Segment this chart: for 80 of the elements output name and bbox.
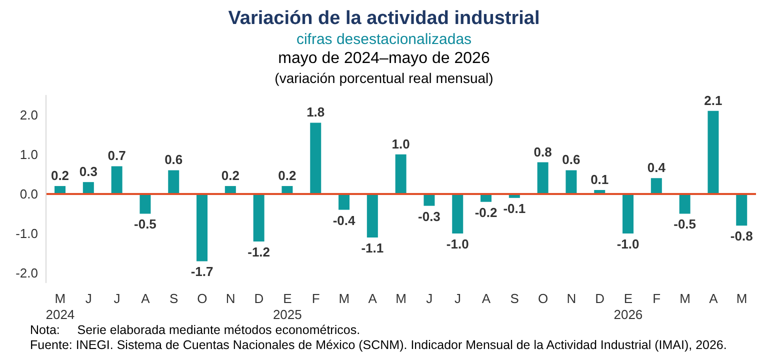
bar <box>253 194 264 242</box>
data-label: 0.6 <box>562 152 580 168</box>
bar <box>140 194 151 214</box>
bar <box>395 154 406 194</box>
data-label: -1.0 <box>616 236 640 252</box>
data-label: 0.7 <box>108 148 126 164</box>
data-label: 0.6 <box>164 152 183 168</box>
chart-subtitle: cifras desestacionalizadas <box>295 30 473 49</box>
x-tick-label: A <box>141 291 150 306</box>
x-tick-label: N <box>566 291 576 306</box>
x-tick-label: S <box>510 291 520 306</box>
source-note: Fuente: INEGI. Sistema de Cuentas Nacionales de México (SCNM). Indicador Mensual de la Actividad Industrial (IMAI), 2026. <box>29 338 728 353</box>
data-label: -0.8 <box>730 228 753 244</box>
y-tick-label: -1.0 <box>16 226 38 242</box>
x-tick-label: M 2024 <box>46 291 75 322</box>
bar <box>537 162 548 194</box>
data-label: -1.7 <box>190 264 214 280</box>
x-tick-label: S <box>169 291 178 306</box>
y-tick-label: 0.0 <box>20 186 38 202</box>
x-tick-label: J <box>426 291 433 306</box>
bar <box>196 194 208 262</box>
text: (variación porcentual real mensual) <box>274 69 494 87</box>
data-label: 0.1 <box>590 172 609 187</box>
data-label: -0.5 <box>134 216 156 232</box>
data-label: 0.2 <box>221 168 240 184</box>
data-label: 1.8 <box>306 104 325 120</box>
bar <box>111 166 122 194</box>
x-tick-label: F <box>652 291 661 306</box>
data-label: -1.1 <box>361 240 384 256</box>
bar <box>310 122 322 194</box>
x-tick-label: A <box>482 291 491 306</box>
bar <box>168 170 180 194</box>
y-tick-label: -2.0 <box>16 266 38 281</box>
bar <box>622 194 634 234</box>
data-label: -0.1 <box>503 200 526 216</box>
data-label: 2.1 <box>704 92 722 108</box>
x-tick-label: J <box>85 291 92 306</box>
bar <box>566 170 577 194</box>
x-tick-label: D <box>595 291 604 306</box>
bar <box>736 194 748 226</box>
x-tick-label: O <box>538 291 548 306</box>
text: mayo de 2024–mayo de 2026 <box>277 49 491 69</box>
x-tick-label: M <box>338 291 350 306</box>
bar <box>338 194 350 210</box>
data-label: -1.2 <box>248 244 270 260</box>
x-tick-label: F <box>312 291 320 306</box>
bar <box>679 194 690 214</box>
x-tick-label: E 2026 <box>614 291 643 322</box>
x-tick-label: N <box>226 291 236 306</box>
x-tick-label: M <box>680 291 690 306</box>
data-label: 0.3 <box>79 164 98 180</box>
x-tick-label: M <box>736 291 748 306</box>
data-label: -0.3 <box>418 208 440 224</box>
x-tick-label: D <box>254 291 264 306</box>
y-tick-label: 2.0 <box>20 107 38 122</box>
x-tick-label: A <box>368 291 378 306</box>
bar <box>82 182 94 194</box>
x-tick-label: M <box>396 291 406 306</box>
bar <box>424 194 435 206</box>
data-label: 0.2 <box>278 168 296 184</box>
x-tick-label: A <box>709 291 718 306</box>
data-label: -0.2 <box>474 204 498 220</box>
bar <box>366 194 378 238</box>
data-label: -1.0 <box>446 236 469 252</box>
x-tick-label: E 2025 <box>272 291 302 322</box>
data-label: -0.4 <box>332 212 356 228</box>
x-tick-label: J <box>114 291 120 306</box>
x-tick-label: J <box>454 291 462 306</box>
data-label: 0.2 <box>50 168 70 184</box>
x-tick-label: O <box>197 291 208 306</box>
data-label: 0.4 <box>647 160 666 176</box>
bar <box>650 178 662 194</box>
bar <box>708 110 719 194</box>
text: Nota: Serie elaborada mediante métodos econométricos. <box>29 323 362 338</box>
data-label: 0.8 <box>534 144 552 160</box>
data-label: 1.0 <box>392 136 410 152</box>
bar <box>452 194 464 234</box>
chart-title: Variación de la actividad industrial <box>227 8 541 30</box>
y-tick-label: 1.0 <box>20 146 38 162</box>
data-label: -0.5 <box>674 216 696 232</box>
